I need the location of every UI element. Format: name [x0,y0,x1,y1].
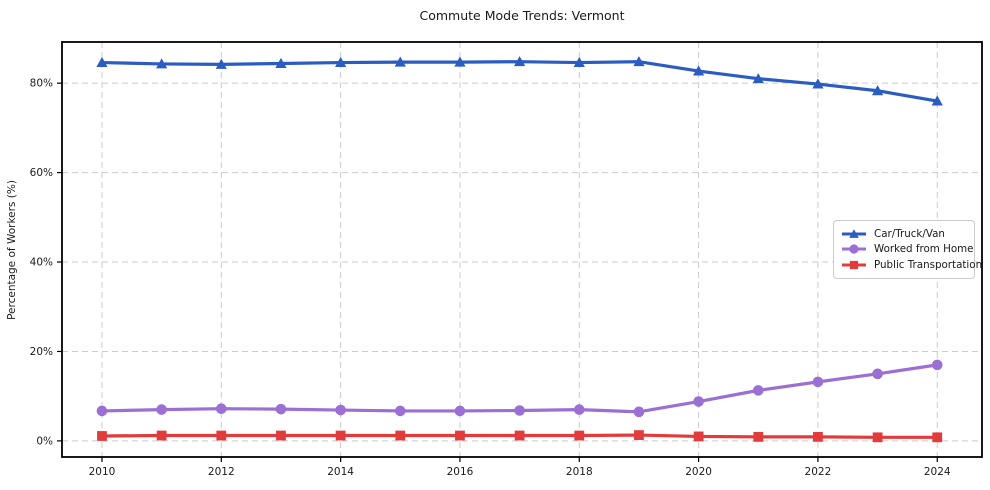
data-point-circle [156,404,167,415]
legend-label: Worked from Home [874,243,974,256]
data-point-square [693,431,704,442]
data-point-square [276,430,286,441]
x-tick-label: 2014 [327,466,354,478]
data-point-square [813,431,823,442]
data-point-circle [215,403,227,415]
legend-item: Car/Truck/Van [841,226,966,242]
data-point-triangle [812,78,824,89]
data-point-circle [96,405,108,417]
data-point-triangle [871,85,884,96]
data-point-triangle [454,56,466,67]
y-tick-label: 40% [30,257,53,269]
x-tick-label: 2010 [89,466,116,478]
x-tick-label: 2016 [447,466,474,478]
data-point-circle [514,405,525,416]
axes-frame [61,41,983,458]
data-point-square [335,430,346,441]
data-point-square [753,431,764,442]
data-point-triangle [573,56,585,68]
data-point-square [872,432,883,443]
data-point-circle [693,396,704,407]
chart-legend: Car/Truck/Van Worked from Home Public Tran… [833,220,982,279]
data-point-square [97,431,107,441]
y-tick-label: 20% [30,346,53,358]
series-line-triangle [100,60,939,103]
data-point-square [574,430,585,441]
square-swatch-icon [842,260,866,269]
data-point-square [514,430,525,441]
chart-title: Commute Mode Trends: Vermont [419,8,625,23]
y-tick-label: 60% [30,167,53,179]
data-point-circle [394,405,406,417]
triangle-swatch-icon [842,228,866,238]
data-point-circle [872,368,883,380]
data-point-square [634,430,644,440]
data-point-triangle [96,56,108,68]
legend-label: Public Transportation [874,258,983,271]
data-point-triangle [514,56,526,67]
x-tick-label: 2012 [208,466,235,478]
data-point-square [455,430,465,441]
data-point-triangle [693,65,705,76]
data-point-triangle [752,73,764,84]
x-tick-label: 2020 [685,466,712,478]
circle-swatch-icon [842,244,866,254]
data-point-triangle [335,56,347,68]
data-point-triangle [394,56,406,67]
legend-label: Car/Truck/Van [874,227,945,240]
data-point-square [395,430,406,441]
data-point-square [216,430,227,441]
y-tick-label: 0% [36,436,53,448]
series-line-circle [100,363,939,414]
data-point-square [156,430,167,441]
data-point-circle [573,404,585,415]
data-point-triangle [275,57,287,68]
data-point-circle [812,376,824,388]
data-point-triangle [633,56,645,67]
x-tick-label: 2022 [805,466,832,478]
data-point-triangle [156,58,168,69]
data-point-circle [633,406,645,418]
x-tick-label: 2018 [566,466,593,478]
data-point-square [932,432,943,443]
data-point-circle [931,359,943,371]
legend-item: Worked from Home [841,242,974,258]
data-point-circle [275,403,287,415]
y-tick-label: 80% [30,78,53,90]
data-point-circle [752,385,764,396]
data-point-triangle [215,58,227,69]
data-point-triangle [931,95,943,106]
x-tick-label: 2024 [924,466,951,478]
data-point-circle [335,404,346,416]
data-point-circle [454,405,466,417]
legend-item: Public Transportation [841,257,982,273]
